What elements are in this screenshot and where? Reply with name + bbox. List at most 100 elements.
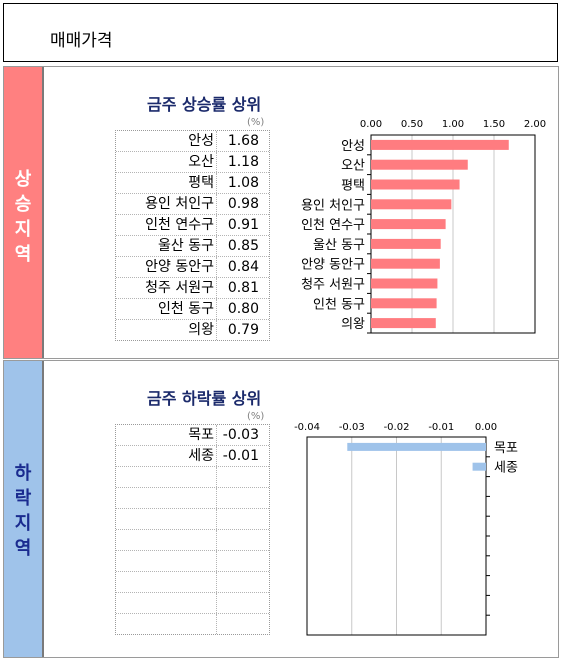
region-name: 목포 [188,427,214,443]
table-row [116,467,269,488]
region-name: 의왕 [188,322,214,338]
bar [371,258,440,269]
category-label: 안성 [341,139,365,154]
x-tick-label: 1.50 [483,119,505,130]
table-row [116,551,269,572]
rate-value: -0.01 [216,446,271,466]
falling-title: 금주 하락률 상위 [147,389,262,408]
x-tick-label: -0.01 [428,422,454,433]
category-label: 오산 [341,159,365,174]
x-tick-label: 0.00 [360,119,382,130]
rate-value [216,488,271,508]
rate-value [216,593,271,613]
rate-value: 1.08 [216,173,271,193]
rate-value: 0.81 [216,278,271,298]
category-label: 세종 [494,461,518,476]
region-name: 청주 서원구 [145,280,214,296]
x-tick-label: 2.00 [524,119,546,130]
bar [472,462,486,471]
table-row: 목포 -0.03 [116,425,269,446]
category-label: 평택 [341,179,365,194]
table-row: 세종 -0.01 [116,446,269,467]
x-tick-label: 1.00 [442,119,464,130]
region-name: 오산 [188,154,214,170]
rate-value: 0.91 [216,215,271,235]
bar [371,139,509,150]
table-row [116,593,269,614]
rising-table: 안성 1.68 오산 1.18 평택 1.08 용인 처인구 0.98 인천 연수구 0.91 울산… [115,130,270,341]
table-row: 평택 1.08 [116,173,269,194]
rate-value: 0.79 [216,320,271,340]
bar [371,179,460,190]
region-name: 인천 연수구 [145,217,214,233]
table-row [116,488,269,509]
category-label: 안양 동안구 [301,258,365,273]
rate-value: -0.03 [216,425,271,445]
table-row: 오산 1.18 [116,152,269,173]
category-label: 울산 동구 [313,238,365,253]
table-row [116,530,269,551]
rate-value [216,614,271,634]
rate-value: 0.85 [216,236,271,256]
rising-title: 금주 상승률 상위 [147,95,262,114]
category-label: 의왕 [341,317,365,332]
table-row [116,572,269,593]
rising-unit: (%) [247,117,265,128]
table-row: 의왕 0.79 [116,320,269,340]
category-label: 인천 연수구 [301,218,365,233]
category-label: 용인 처인구 [301,198,365,213]
category-label: 인천 동구 [313,297,365,312]
table-row: 안양 동안구 0.84 [116,257,269,278]
rate-value: 0.84 [216,257,271,277]
bar [371,238,441,249]
page-title: 매매가격 [50,31,113,51]
x-tick-label: -0.02 [384,422,410,433]
bar [371,199,452,210]
falling-table: 목포 -0.03 세종 -0.01 [115,424,270,635]
region-name: 세종 [188,448,214,464]
table-row: 안성 1.68 [116,131,269,152]
bar [371,219,446,230]
region-name: 용인 처인구 [145,196,214,212]
region-name: 안양 동안구 [145,259,214,275]
rate-value: 0.80 [216,299,271,319]
bar [371,278,438,289]
table-row [116,509,269,530]
bar [347,442,486,451]
falling-unit: (%) [247,411,265,422]
table-row: 인천 동구 0.80 [116,299,269,320]
x-tick-label: -0.03 [339,422,365,433]
category-label: 청주 서원구 [301,278,365,293]
region-name: 인천 동구 [158,301,214,317]
rate-value [216,530,271,550]
table-row: 용인 처인구 0.98 [116,194,269,215]
table-row: 인천 연수구 0.91 [116,215,269,236]
rate-value: 0.98 [216,194,271,214]
header: 매매가격 [3,3,558,62]
table-row [116,614,269,634]
table-row: 청주 서원구 0.81 [116,278,269,299]
rate-value [216,551,271,571]
table-row: 울산 동구 0.85 [116,236,269,257]
region-name: 평택 [188,175,214,191]
x-tick-label: 0.50 [401,119,423,130]
bar [371,159,468,170]
rate-value [216,572,271,592]
bar [371,298,437,309]
category-label: 목포 [494,441,518,456]
region-name: 울산 동구 [158,238,214,254]
rate-value [216,467,271,487]
rate-value [216,509,271,529]
bar [371,318,436,329]
rate-value: 1.18 [216,152,271,172]
rate-value: 1.68 [216,131,271,151]
x-tick-label: 0.00 [475,422,497,433]
x-tick-label: -0.04 [294,422,320,433]
